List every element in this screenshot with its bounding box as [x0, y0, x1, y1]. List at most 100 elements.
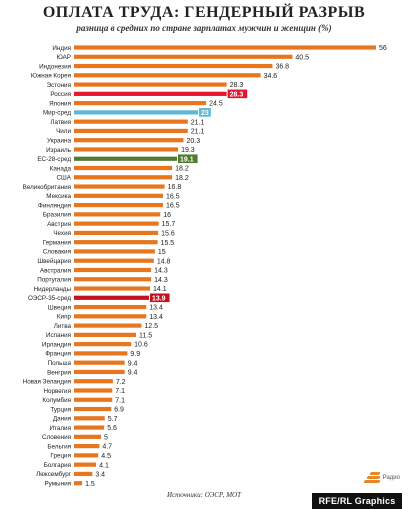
category-label: Кипр [57, 314, 72, 321]
bar [74, 45, 376, 50]
value-label: 19.3 [181, 147, 195, 154]
chart-title: ОПЛАТА ТРУДА: ГЕНДЕРНЫЙ РАЗРЫВ [42, 4, 366, 21]
bar [74, 397, 113, 402]
bar [74, 91, 227, 96]
bar [74, 286, 151, 291]
logo-text: Радио [382, 475, 400, 481]
category-label: Канада [50, 165, 72, 172]
value-badge [227, 89, 248, 99]
bar [74, 54, 293, 59]
value-label: 18.2 [175, 166, 189, 173]
bar [74, 388, 113, 393]
value-label: 7.1 [115, 388, 125, 395]
category-label: Украина [47, 138, 71, 145]
category-label: Словакия [43, 249, 71, 256]
bar [74, 212, 161, 217]
value-label: 28.3 [230, 82, 244, 89]
value-badge [178, 154, 198, 164]
value-label: 14.3 [154, 277, 168, 284]
category-label: Литва [54, 323, 72, 330]
category-label: Бельгия [47, 443, 71, 450]
value-label: 1.5 [85, 481, 95, 488]
bar [74, 147, 179, 152]
bar [74, 230, 159, 235]
category-label: Болгария [44, 462, 71, 469]
category-label: Россия [50, 91, 71, 98]
bar [74, 453, 99, 458]
bar [74, 314, 147, 319]
bar [74, 416, 105, 421]
category-label: Финляндия [38, 202, 71, 209]
value-label: 11.5 [139, 332, 152, 339]
category-label: Румыния [44, 480, 71, 487]
bar [74, 295, 149, 300]
bar [74, 481, 83, 486]
value-label: 5 [104, 434, 108, 441]
category-label: Германия [43, 239, 71, 246]
bar [74, 138, 184, 143]
category-label: ЮАР [56, 54, 71, 61]
category-label: Франция [45, 351, 71, 358]
value-label: 14.8 [157, 258, 171, 265]
value-label: 14.1 [153, 286, 167, 293]
value-label: 13.9 [152, 295, 166, 302]
value-label: 4.1 [99, 462, 109, 469]
value-label: 15 [158, 249, 166, 256]
category-label: Дания [53, 416, 71, 423]
bar [74, 434, 101, 439]
value-label: 3.4 [95, 472, 105, 479]
bar [74, 221, 159, 226]
category-label: Индия [52, 45, 71, 52]
bar [74, 128, 188, 134]
category-label: Люксембург [36, 470, 72, 478]
value-label: 56 [379, 45, 387, 52]
category-label: Португалия [37, 277, 71, 284]
category-label: ЕС-28-сред [37, 156, 71, 163]
category-label: Испания [46, 332, 71, 339]
value-label: 16.5 [166, 203, 180, 210]
bar [74, 184, 165, 189]
bar [74, 258, 154, 263]
bar [74, 471, 93, 477]
value-label: 16.8 [168, 184, 182, 191]
category-label: Австралия [40, 267, 71, 274]
bar [74, 119, 188, 124]
category-label: Норвегия [43, 388, 71, 395]
bar [74, 165, 173, 171]
category-label: Чехия [53, 230, 71, 237]
radio-logo: Радио [363, 472, 400, 484]
bar [74, 110, 199, 115]
source-note: Источники: ОЭСР, МОТ [167, 491, 241, 499]
brand-label: RFE/RL Graphics [318, 496, 396, 506]
bar [74, 63, 273, 69]
category-label: Латвия [50, 119, 71, 126]
value-label: 7.1 [115, 397, 125, 404]
value-label: 24.5 [209, 101, 223, 108]
category-label: Мир-сред [43, 110, 71, 117]
bar [74, 462, 97, 467]
value-label: 9.4 [128, 360, 138, 367]
bar [74, 323, 142, 328]
value-label: 40.5 [295, 54, 309, 61]
category-label: Австрия [47, 221, 71, 228]
value-label: 4.5 [101, 453, 111, 460]
value-label: 5.6 [107, 425, 117, 432]
category-label: Чили [56, 128, 71, 135]
value-label: 4.7 [102, 444, 112, 451]
value-label: 5.7 [108, 416, 118, 423]
bar [74, 267, 152, 273]
value-label: 13.4 [149, 314, 163, 321]
category-label: Великобритания [23, 183, 71, 191]
value-label: 16 [163, 212, 171, 219]
value-label: 36.8 [275, 64, 289, 71]
bar [74, 202, 163, 208]
logo-icon [363, 472, 381, 484]
category-label: Бразилия [43, 212, 71, 219]
bar [74, 342, 132, 347]
category-label: Польша [48, 360, 72, 367]
bar [74, 379, 113, 384]
value-label: 9.4 [128, 370, 138, 377]
category-label: Словения [42, 434, 71, 441]
bar [74, 73, 261, 78]
